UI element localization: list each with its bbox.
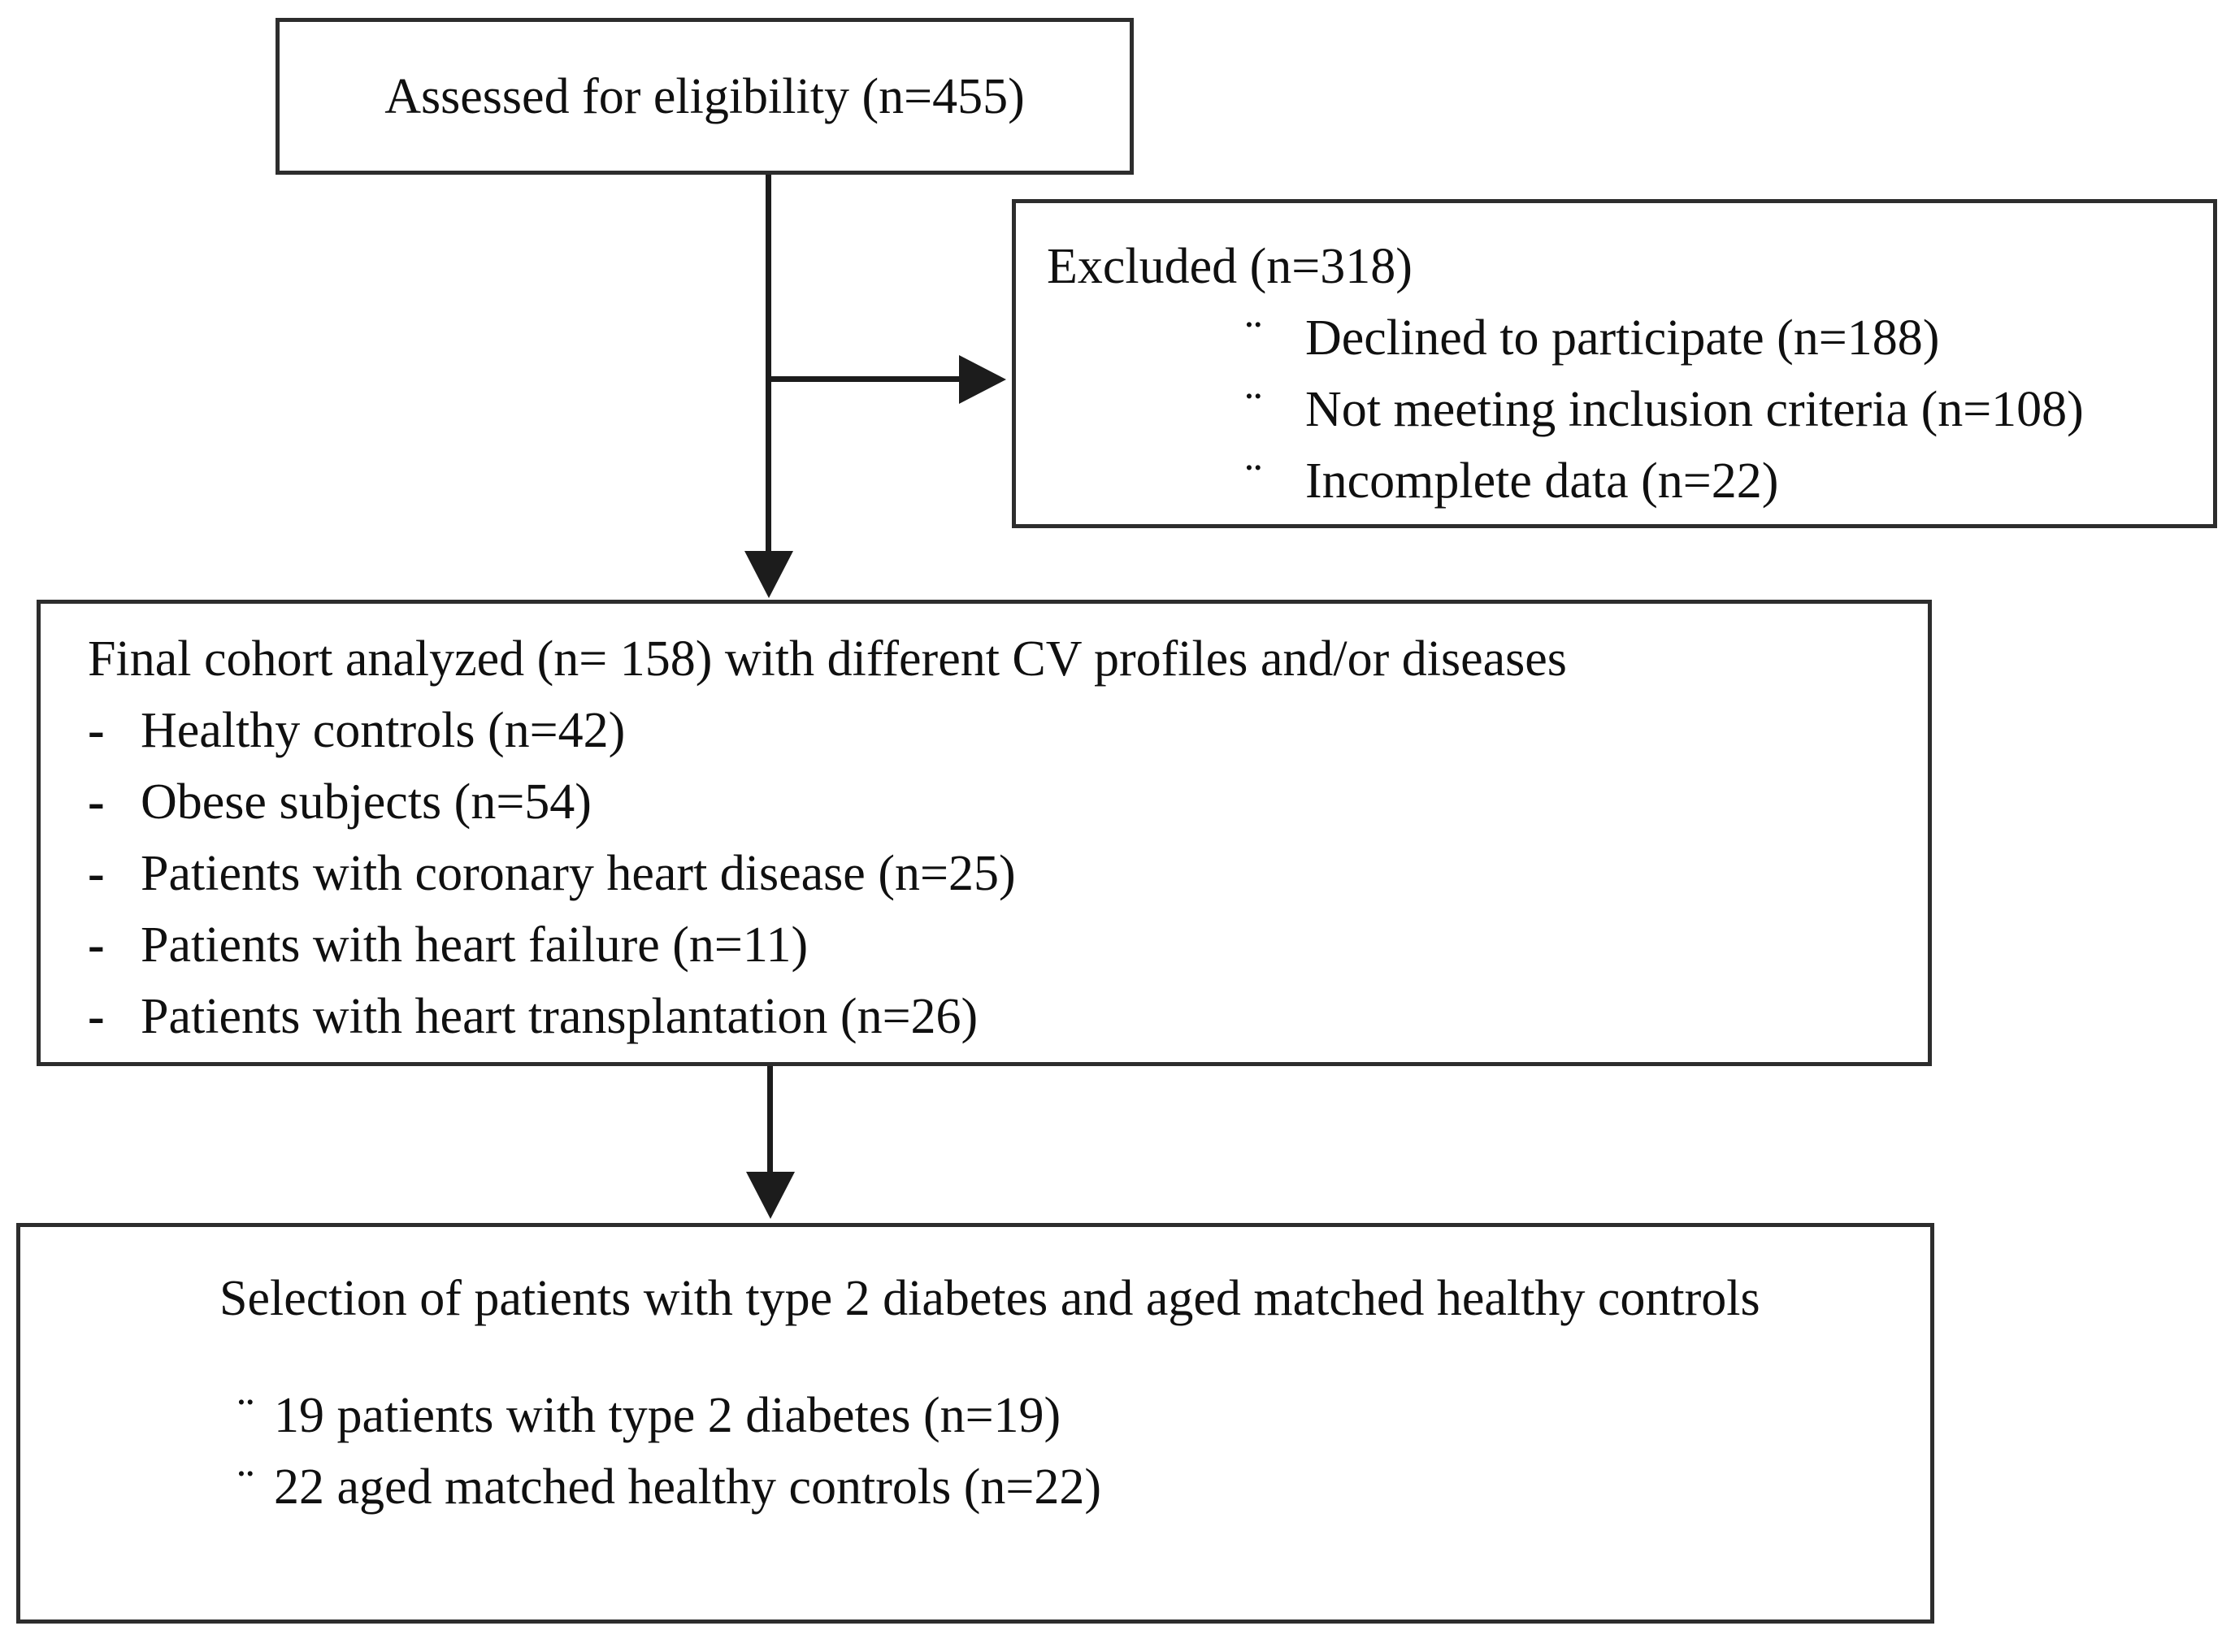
box-assessed-for-eligibility: Assessed for eligibility (n=455) — [276, 18, 1134, 175]
final-cohort-item: - Patients with coronary heart disease (… — [88, 838, 1916, 909]
box-excluded: Excluded (n=318) ¨ Declined to participa… — [1012, 199, 2217, 528]
arrowhead-down-icon-2 — [746, 1172, 795, 1219]
excluded-title: Excluded (n=318) — [1047, 239, 1413, 294]
dash-bullet-icon: - — [88, 846, 105, 901]
selection-item: ¨ 19 patients with type 2 diabetes (n=19… — [219, 1380, 1918, 1451]
excluded-item-text: Incomplete data (n=22) — [1305, 453, 1779, 509]
diaeresis-bullet-icon: ¨ — [1245, 310, 1262, 366]
arrowhead-down-icon-1 — [744, 551, 793, 598]
dash-bullet-icon: - — [88, 774, 105, 830]
final-cohort-item: - Patients with heart failure (n=11) — [88, 909, 1916, 981]
arrow-down-shaft-1 — [766, 175, 771, 553]
diaeresis-bullet-icon: ¨ — [1245, 453, 1262, 509]
arrowhead-right-icon — [959, 355, 1006, 404]
diaeresis-bullet-icon: ¨ — [237, 1459, 254, 1515]
arrow-right-shaft — [766, 376, 961, 382]
final-cohort-item: - Patients with heart transplantation (n… — [88, 981, 1916, 1052]
final-cohort-item-text: Patients with heart transplantation (n=2… — [141, 989, 979, 1044]
final-cohort-item-text: Obese subjects (n=54) — [141, 774, 592, 830]
diaeresis-bullet-icon: ¨ — [237, 1388, 254, 1443]
assessed-text: Assessed for eligibility (n=455) — [384, 68, 1025, 124]
excluded-item-text: Declined to participate (n=188) — [1305, 310, 1940, 366]
box-final-cohort: Final cohort analyzed (n= 158) with diff… — [37, 600, 1932, 1066]
selection-item-text: 19 patients with type 2 diabetes (n=19) — [274, 1388, 1061, 1443]
excluded-item-text: Not meeting inclusion criteria (n=108) — [1305, 382, 2084, 437]
diaeresis-bullet-icon: ¨ — [1245, 382, 1262, 437]
final-cohort-item: - Healthy controls (n=42) — [88, 695, 1916, 766]
selection-item: ¨ 22 aged matched healthy controls (n=22… — [219, 1451, 1918, 1523]
box-selection: Selection of patients with type 2 diabet… — [16, 1223, 1934, 1624]
final-cohort-item: - Obese subjects (n=54) — [88, 766, 1916, 838]
final-cohort-item-text: Patients with coronary heart disease (n=… — [141, 846, 1016, 901]
dash-bullet-icon: - — [88, 703, 105, 758]
dash-bullet-icon: - — [88, 989, 105, 1044]
final-cohort-item-text: Healthy controls (n=42) — [141, 703, 626, 758]
selection-spacer — [219, 1334, 1918, 1380]
dash-bullet-icon: - — [88, 917, 105, 973]
final-cohort-title: Final cohort analyzed (n= 158) with diff… — [88, 631, 1567, 687]
final-cohort-item-text: Patients with heart failure (n=11) — [141, 917, 809, 973]
selection-item-text: 22 aged matched healthy controls (n=22) — [274, 1459, 1102, 1515]
excluded-item: ¨ Not meeting inclusion criteria (n=108) — [1245, 374, 2201, 445]
arrow-down-shaft-2 — [767, 1066, 773, 1173]
excluded-item: ¨ Declined to participate (n=188) — [1245, 302, 2201, 374]
selection-title: Selection of patients with type 2 diabet… — [219, 1271, 1760, 1326]
excluded-item: ¨ Incomplete data (n=22) — [1245, 445, 2201, 517]
